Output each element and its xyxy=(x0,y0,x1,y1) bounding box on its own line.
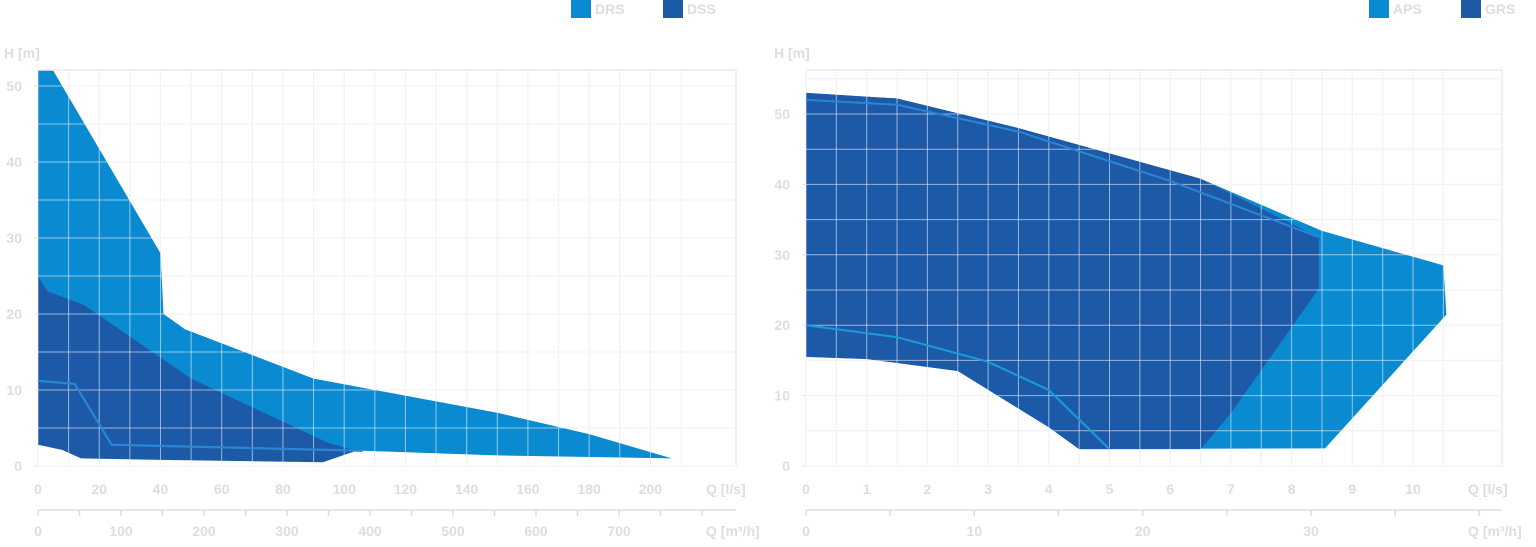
x2-axis-label: Q [m³/h] xyxy=(706,523,760,539)
x-tick-label: 9 xyxy=(1348,481,1356,497)
legend-label-drs: DRS xyxy=(595,1,625,17)
y-tick-label: 30 xyxy=(774,247,790,263)
x-tick-label: 5 xyxy=(1106,481,1114,497)
legend-swatch-dss xyxy=(663,0,683,18)
grid-overlay xyxy=(37,70,736,467)
x-tick-label: 2 xyxy=(924,481,932,497)
x2-tick-label: 30 xyxy=(1303,523,1319,539)
x-tick-label: 200 xyxy=(639,481,663,497)
legend-label-dss: DSS xyxy=(687,1,716,17)
legend-swatch-grs xyxy=(1461,0,1481,18)
y-axis-label: H [m] xyxy=(774,45,810,61)
y-tick-label: 10 xyxy=(774,388,790,404)
x2-tick-label: 10 xyxy=(967,523,983,539)
y-tick-label: 50 xyxy=(6,78,22,94)
y-tick-label: 50 xyxy=(774,106,790,122)
x-tick-label: 6 xyxy=(1166,481,1174,497)
x-tick-label: 0 xyxy=(802,481,810,497)
y-tick-label: 10 xyxy=(6,382,22,398)
right-chart: APS GRS 0 10 20 30 40 50 0 1 2 3 4 5 6 7 8 9 10 H [m] Q [l/s… xyxy=(774,0,1522,539)
y-tick-label: 30 xyxy=(6,230,22,246)
x-tick-label: 40 xyxy=(153,481,169,497)
x2-tick-label: 0 xyxy=(34,523,42,539)
area-dss xyxy=(38,276,357,463)
x2-tick-label: 100 xyxy=(109,523,133,539)
y-tick-label: 40 xyxy=(6,154,22,170)
x-tick-label: 160 xyxy=(516,481,540,497)
x-tick-label: 3 xyxy=(984,481,992,497)
x-tick-label: 0 xyxy=(34,481,42,497)
x-tick-label: 20 xyxy=(91,481,107,497)
x-tick-label: 8 xyxy=(1288,481,1296,497)
legend-label-grs: GRS xyxy=(1485,1,1515,17)
x-axis-label: Q [l/s] xyxy=(706,481,746,497)
x-tick-label: 100 xyxy=(333,481,357,497)
curve-line-aps xyxy=(805,324,1111,450)
y-tick-label: 0 xyxy=(782,458,790,474)
y-tick-label: 40 xyxy=(774,176,790,192)
x2-tick-label: 200 xyxy=(192,523,216,539)
x-tick-label: 4 xyxy=(1045,481,1053,497)
y-tick-label: 20 xyxy=(6,306,22,322)
x-tick-label: 80 xyxy=(275,481,291,497)
x2-tick-label: 300 xyxy=(275,523,299,539)
y-tick-label: 0 xyxy=(14,458,22,474)
x2-tick-label: 400 xyxy=(358,523,382,539)
x2-tick-label: 20 xyxy=(1135,523,1151,539)
legend-swatch-drs xyxy=(571,0,591,18)
x2-tick-label: 500 xyxy=(441,523,465,539)
legend-swatch-aps xyxy=(1369,0,1389,18)
x-tick-label: 60 xyxy=(214,481,230,497)
left-chart-panel: DRS DSS 0 10 20 30 40 50 0 20 40 60 80 100 120 140 160 18… xyxy=(0,0,768,542)
x2-tick-label: 0 xyxy=(802,523,810,539)
right-chart-panel: APS GRS 0 10 20 30 40 50 0 1 2 3 4 5 6 7 8 9 10 H [m] Q [l/s… xyxy=(768,0,1536,542)
x-tick-label: 180 xyxy=(577,481,601,497)
x-axis-label: Q [l/s] xyxy=(1468,481,1508,497)
x2-tick-label: 700 xyxy=(607,523,631,539)
x-tick-label: 10 xyxy=(1405,481,1421,497)
x-tick-label: 7 xyxy=(1227,481,1235,497)
legend-label-aps: APS xyxy=(1393,1,1422,17)
y-axis-label: H [m] xyxy=(4,45,40,61)
grid-overlay xyxy=(805,70,1502,467)
x2-tick-label: 600 xyxy=(524,523,548,539)
y-tick-label: 20 xyxy=(774,317,790,333)
x2-axis-label: Q [m³/h] xyxy=(1468,523,1522,539)
x-tick-label: 120 xyxy=(394,481,418,497)
curve-line-dss xyxy=(37,379,363,452)
x-tick-label: 140 xyxy=(455,481,479,497)
curve-line-grs xyxy=(805,98,1320,239)
area-drs xyxy=(38,70,672,459)
x-tick-label: 1 xyxy=(863,481,871,497)
